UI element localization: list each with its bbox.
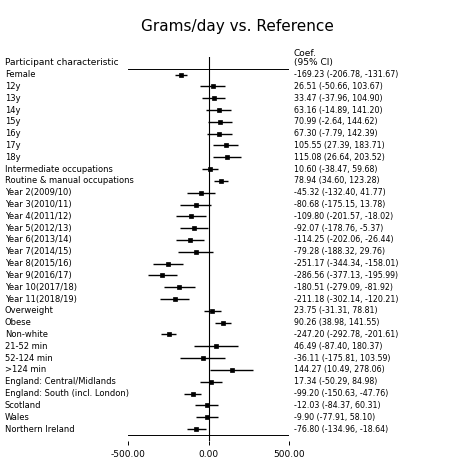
Text: 67.30 (-7.79, 142.39): 67.30 (-7.79, 142.39) — [294, 129, 377, 138]
Text: Scotland: Scotland — [5, 401, 41, 410]
Text: 18y: 18y — [5, 153, 20, 162]
Text: 144.27 (10.49, 278.06): 144.27 (10.49, 278.06) — [294, 365, 384, 374]
Text: Year 4(2011/12): Year 4(2011/12) — [5, 212, 71, 221]
Text: -76.80 (-134.96, -18.64): -76.80 (-134.96, -18.64) — [294, 425, 388, 434]
Text: -79.28 (-188.32, 29.76): -79.28 (-188.32, 29.76) — [294, 247, 385, 256]
Text: Year 7(2014/15): Year 7(2014/15) — [5, 247, 72, 256]
Text: -247.20 (-292.78, -201.61): -247.20 (-292.78, -201.61) — [294, 330, 398, 339]
Text: 17y: 17y — [5, 141, 20, 150]
Text: 78.94 (34.60, 123.28): 78.94 (34.60, 123.28) — [294, 176, 379, 185]
Text: Grams/day vs. Reference: Grams/day vs. Reference — [141, 19, 333, 34]
Text: -109.80 (-201.57, -18.02): -109.80 (-201.57, -18.02) — [294, 212, 393, 221]
Text: Year 6(2013/14): Year 6(2013/14) — [5, 236, 72, 245]
Text: -251.17 (-344.34, -158.01): -251.17 (-344.34, -158.01) — [294, 259, 398, 268]
Text: 21-52 min: 21-52 min — [5, 342, 47, 351]
Text: -80.68 (-175.15, 13.78): -80.68 (-175.15, 13.78) — [294, 200, 385, 209]
Text: Year 11(2018/19): Year 11(2018/19) — [5, 294, 77, 303]
Text: England: South (incl. London): England: South (incl. London) — [5, 389, 129, 398]
Text: Obese: Obese — [5, 318, 32, 327]
Text: -9.90 (-77.91, 58.10): -9.90 (-77.91, 58.10) — [294, 413, 375, 422]
Text: Year 5(2012/13): Year 5(2012/13) — [5, 224, 72, 233]
Text: -286.56 (-377.13, -195.99): -286.56 (-377.13, -195.99) — [294, 271, 398, 280]
Text: Year 9(2016/17): Year 9(2016/17) — [5, 271, 72, 280]
Text: -36.11 (-175.81, 103.59): -36.11 (-175.81, 103.59) — [294, 354, 390, 363]
Text: -211.18 (-302.14, -120.21): -211.18 (-302.14, -120.21) — [294, 294, 398, 303]
Text: Year 2(2009/10): Year 2(2009/10) — [5, 188, 71, 197]
Text: 46.49 (-87.40, 180.37): 46.49 (-87.40, 180.37) — [294, 342, 382, 351]
Text: (95% CI): (95% CI) — [294, 58, 333, 67]
Text: 52-124 min: 52-124 min — [5, 354, 53, 363]
Text: Wales: Wales — [5, 413, 29, 422]
Text: 115.08 (26.64, 203.52): 115.08 (26.64, 203.52) — [294, 153, 384, 162]
Text: 23.75 (-31.31, 78.81): 23.75 (-31.31, 78.81) — [294, 306, 377, 315]
Text: Year 10(2017/18): Year 10(2017/18) — [5, 283, 77, 292]
Text: 14y: 14y — [5, 106, 20, 115]
Text: 90.26 (38.98, 141.55): 90.26 (38.98, 141.55) — [294, 318, 379, 327]
Text: -180.51 (-279.09, -81.92): -180.51 (-279.09, -81.92) — [294, 283, 393, 292]
Text: 10.60 (-38.47, 59.68): 10.60 (-38.47, 59.68) — [294, 164, 377, 173]
Text: Year 3(2010/11): Year 3(2010/11) — [5, 200, 72, 209]
Text: -92.07 (-178.76, -5.37): -92.07 (-178.76, -5.37) — [294, 224, 383, 233]
Text: 63.16 (-14.89, 141.20): 63.16 (-14.89, 141.20) — [294, 106, 383, 115]
Text: Northern Ireland: Northern Ireland — [5, 425, 74, 434]
Text: 26.51 (-50.66, 103.67): 26.51 (-50.66, 103.67) — [294, 82, 383, 91]
Text: 70.99 (-2.64, 144.62): 70.99 (-2.64, 144.62) — [294, 118, 377, 127]
Text: Intermediate occupations: Intermediate occupations — [5, 164, 113, 173]
Text: -169.23 (-206.78, -131.67): -169.23 (-206.78, -131.67) — [294, 70, 398, 79]
Text: Participant characteristic: Participant characteristic — [5, 58, 118, 67]
Text: 16y: 16y — [5, 129, 20, 138]
Text: -45.32 (-132.40, 41.77): -45.32 (-132.40, 41.77) — [294, 188, 385, 197]
Text: -114.25 (-202.06, -26.44): -114.25 (-202.06, -26.44) — [294, 236, 393, 245]
Text: 105.55 (27.39, 183.71): 105.55 (27.39, 183.71) — [294, 141, 384, 150]
Text: Coef.: Coef. — [294, 49, 317, 58]
Text: Overweight: Overweight — [5, 306, 54, 315]
Text: Female: Female — [5, 70, 35, 79]
Text: 12y: 12y — [5, 82, 20, 91]
Text: -99.20 (-150.63, -47.76): -99.20 (-150.63, -47.76) — [294, 389, 388, 398]
Text: 13y: 13y — [5, 94, 20, 103]
Text: Non-white: Non-white — [5, 330, 48, 339]
Text: England: Central/Midlands: England: Central/Midlands — [5, 377, 116, 386]
Text: -12.03 (-84.37, 60.31): -12.03 (-84.37, 60.31) — [294, 401, 380, 410]
Text: Year 8(2015/16): Year 8(2015/16) — [5, 259, 72, 268]
Text: 15y: 15y — [5, 118, 20, 127]
Text: >124 min: >124 min — [5, 365, 46, 374]
Text: 17.34 (-50.29, 84.98): 17.34 (-50.29, 84.98) — [294, 377, 377, 386]
Text: 33.47 (-37.96, 104.90): 33.47 (-37.96, 104.90) — [294, 94, 383, 103]
Text: Routine & manual occupations: Routine & manual occupations — [5, 176, 134, 185]
